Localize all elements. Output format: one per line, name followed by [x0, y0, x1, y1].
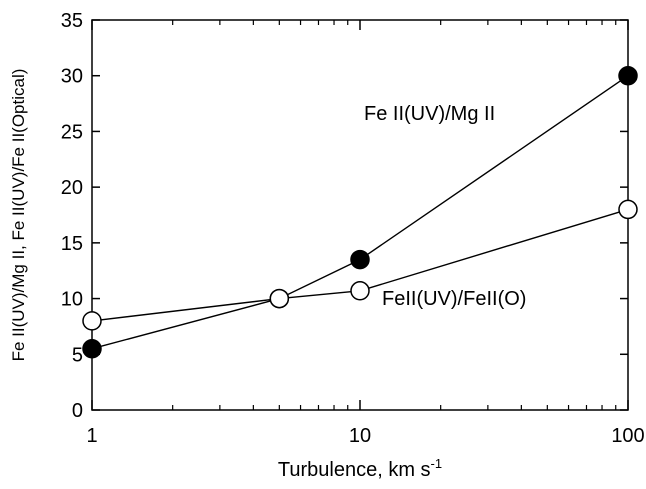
x-tick-label: 1: [86, 425, 97, 447]
series-line-0: [91, 75, 629, 350]
y-tick-label: 10: [61, 289, 83, 311]
y-axis-label: Fe II(UV)/Mg II, Fe II(UV)/Fe II(Optical…: [9, 69, 28, 362]
x-axis-ticks: 1 10 100: [86, 20, 645, 447]
y-axis-ticks: 0 5 10 15 20 25 30 35: [61, 10, 628, 422]
series-points: [82, 65, 638, 359]
series-0-point: [618, 65, 638, 86]
annotation-fe-uv-mg: Fe II(UV)/Mg II: [364, 103, 495, 125]
x-axis-label: Turbulence, km s-1: [278, 456, 442, 481]
plot-frame: [91, 19, 629, 411]
y-tick-label: 30: [61, 66, 83, 88]
series-1-point: [350, 281, 370, 301]
y-tick-label: 25: [61, 121, 83, 143]
y-tick-label: 20: [61, 177, 83, 199]
x-tick-label: 10: [349, 425, 371, 447]
y-tick-label: 35: [61, 10, 83, 32]
y-tick-label: 0: [72, 400, 83, 422]
series-1-point: [82, 311, 102, 331]
series-line-1: [91, 208, 629, 322]
annotation-fe-uv-fe-o: FeII(UV)/FeII(O): [382, 288, 526, 310]
series-1-point: [269, 288, 290, 309]
series-lines: [91, 75, 629, 350]
y-tick-label: 5: [72, 344, 83, 366]
series-1-point: [618, 199, 638, 220]
series-0-point: [350, 249, 370, 270]
series-0-point: [82, 338, 102, 359]
y-tick-label: 15: [61, 233, 83, 255]
x-tick-label: 100: [611, 425, 644, 447]
